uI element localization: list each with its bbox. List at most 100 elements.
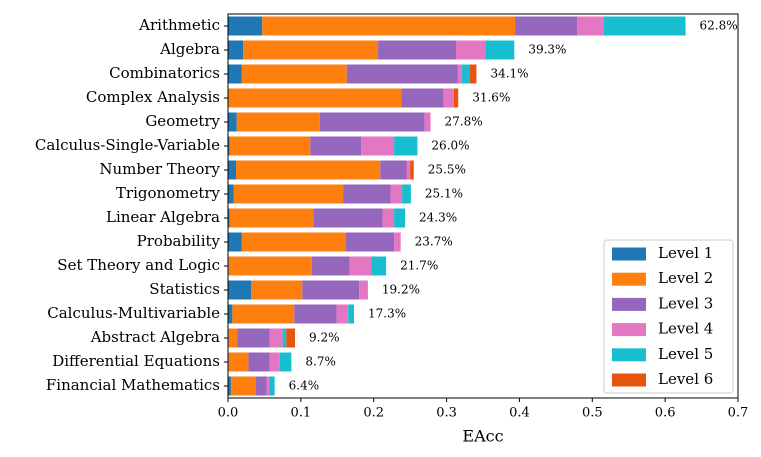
bar-segment	[485, 40, 515, 60]
total-label: 31.6%	[472, 91, 510, 105]
bar-segment	[262, 16, 516, 36]
bar-segment	[228, 304, 233, 324]
x-tick-label: 0.5	[582, 406, 603, 421]
bar-segment	[229, 136, 311, 156]
bar-segment	[390, 184, 403, 204]
bar-segment	[286, 328, 296, 348]
x-tick-label: 0.2	[363, 406, 384, 421]
bar-segment	[456, 40, 486, 60]
legend-swatch	[612, 373, 646, 387]
bar-segment	[311, 256, 350, 276]
bar-segment	[269, 376, 275, 396]
y-tick-label: Algebra	[159, 40, 220, 58]
y-tick-label: Arithmetic	[138, 16, 220, 34]
total-label: 39.3%	[528, 43, 566, 57]
y-tick-label: Trigonometry	[116, 184, 221, 202]
x-tick-label: 0.0	[218, 406, 239, 421]
legend-label: Level 1	[658, 244, 713, 262]
bar-segment	[424, 112, 431, 132]
y-tick-label: Calculus-Multivariable	[47, 304, 220, 322]
bar-segment	[228, 184, 234, 204]
bar-segment	[410, 160, 414, 180]
x-axis-label: EAcc	[462, 427, 503, 446]
bar-segment	[232, 304, 295, 324]
total-label: 25.1%	[425, 187, 463, 201]
bar-segment	[603, 16, 686, 36]
bar-segment	[228, 136, 230, 156]
y-tick-label: Set Theory and Logic	[57, 256, 220, 274]
bar-segment	[310, 136, 362, 156]
bar-segment	[236, 160, 381, 180]
bar-segment	[229, 208, 314, 228]
plot-frame	[227, 13, 739, 399]
bar-segment	[269, 328, 283, 348]
y-tick-label: Geometry	[145, 112, 220, 130]
bar-segment	[228, 256, 312, 276]
bar-segment	[228, 88, 402, 108]
bar-segment	[394, 208, 406, 228]
bar-segment	[336, 304, 349, 324]
total-label: 26.0%	[431, 139, 469, 153]
legend-swatch	[612, 272, 646, 286]
x-tick-label: 0.1	[291, 406, 312, 421]
bar-segment	[279, 352, 292, 372]
y-tick-label: Number Theory	[99, 160, 220, 178]
x-tick-label: 0.7	[728, 406, 749, 421]
bar-segment	[469, 64, 477, 84]
legend-label: Level 4	[658, 320, 713, 338]
bar-segment	[453, 88, 459, 108]
legend-swatch	[612, 323, 646, 337]
bar-segment	[361, 136, 395, 156]
bar-segment	[378, 40, 457, 60]
bar-segment	[228, 352, 249, 372]
bar-segment	[228, 160, 237, 180]
bar-segment	[228, 328, 238, 348]
bar-segment	[382, 208, 395, 228]
total-label: 6.4%	[289, 379, 320, 393]
bar-segment	[266, 376, 270, 396]
total-label: 8.7%	[305, 355, 336, 369]
bar-segment	[228, 112, 237, 132]
bar-segment	[457, 64, 462, 84]
y-tick-label: Combinatorics	[109, 64, 220, 82]
bar-segment	[228, 208, 230, 228]
y-tick-label: Statistics	[149, 280, 220, 298]
bar-segment	[243, 40, 379, 60]
bar-segment	[302, 280, 360, 300]
y-tick-label: Calculus-Single-Variable	[35, 136, 220, 154]
bar-segment	[228, 64, 242, 84]
bar-segment	[515, 16, 577, 36]
bar-segment	[230, 376, 256, 396]
bar-segment	[228, 376, 231, 396]
total-label: 17.3%	[368, 307, 406, 321]
bar-segment	[401, 88, 444, 108]
total-label: 25.5%	[428, 163, 466, 177]
legend-label: Level 6	[658, 370, 713, 388]
bar-segment	[228, 232, 242, 252]
total-label: 21.7%	[400, 259, 438, 273]
bar-segment	[319, 112, 425, 132]
total-label: 62.8%	[700, 19, 738, 33]
bar-segment	[241, 64, 347, 84]
y-tick-label: Differential Equations	[52, 352, 220, 370]
legend-label: Level 2	[658, 269, 713, 287]
total-label: 34.1%	[490, 67, 528, 81]
bar-segment	[371, 256, 387, 276]
bar-segment	[576, 16, 604, 36]
bar-segment	[241, 232, 347, 252]
bar-segment	[394, 136, 418, 156]
bar-segment	[236, 112, 320, 132]
bar-segment	[251, 280, 303, 300]
bar-segment	[282, 328, 287, 348]
total-label: 27.8%	[445, 115, 483, 129]
bar-segment	[248, 352, 270, 372]
y-tick-label: Financial Mathematics	[46, 376, 220, 394]
legend-swatch	[612, 297, 646, 311]
bar-segment	[313, 208, 383, 228]
bar-segment	[461, 64, 470, 84]
x-tick-label: 0.3	[436, 406, 457, 421]
bar-segment	[237, 328, 270, 348]
bar-segment	[443, 88, 454, 108]
y-tick-label: Abstract Algebra	[90, 328, 220, 346]
